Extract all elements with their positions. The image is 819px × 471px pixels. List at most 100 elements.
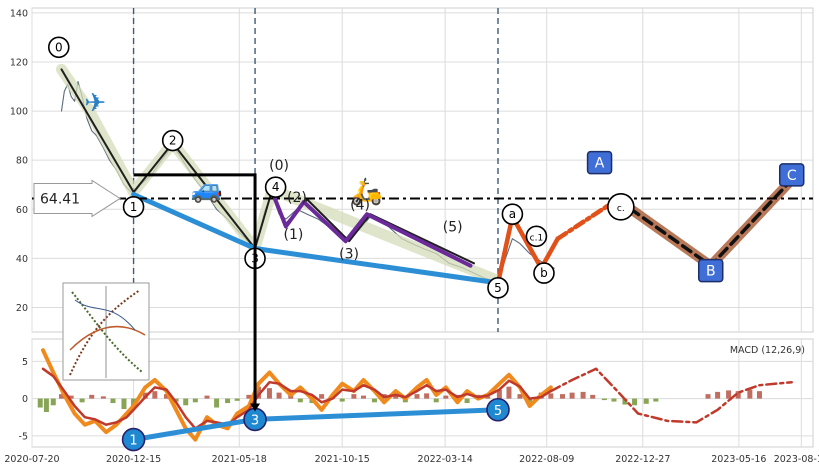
y-tick-label: 140 [10,8,28,19]
reference-value-callout [33,179,121,218]
y-tick-label: 120 [10,58,28,69]
macd-histogram-bar [266,388,272,399]
inset-thumbnail [62,282,150,381]
macd-histogram-bar [192,398,198,403]
macd-histogram-bar [234,398,240,401]
macd-histogram-bar [319,394,325,399]
macd-panel: -5 0 5 1 3 5 MACD (12,26,9) [19,338,814,452]
macd-wave-circle [486,397,510,422]
overlay-layer: 2020-07-20 2020-12-15 2021-05-18 2021-10-15… [4,173,819,465]
abc-box [586,150,613,175]
macd-histogram-bar [100,396,106,399]
wave-label-circle [533,262,555,284]
wave-label-circle [501,203,524,225]
wave-label-circle [607,193,635,221]
x-tick-label: 2020-07-20 [4,454,59,465]
macd-histogram-bar [68,395,74,399]
y-tick-label: 100 [10,107,28,118]
macd-histogram-bar [424,393,430,399]
abc-box [697,258,724,283]
macd-histogram-bar [517,394,523,399]
macd-histogram-bar [43,398,49,412]
inset-curve [69,289,141,376]
macd-histogram-bar [360,395,366,399]
abc-box-label: C [787,168,797,184]
x-tick-label: 2022-08-09 [519,454,574,465]
macd-histogram-bar [715,391,721,399]
wave-label: (1) [284,227,304,243]
macd-histogram-bar [747,389,753,399]
wave-label: 0 [55,40,63,54]
macd-plot-area [31,338,814,448]
y-tick-label: 80 [16,156,28,167]
wave-label: c. [617,204,625,214]
wave-label: (5) [443,219,463,235]
macd-histogram-bar [590,394,596,399]
x-tick-label: 2022-12-27 [615,454,670,465]
car-icon: 🚙 [191,175,223,205]
x-tick-label: 2023-05-16 [711,454,766,465]
macd-histogram-bar [164,394,170,399]
macd-histogram-bar [485,396,491,399]
y-tick-label: 0 [22,394,28,405]
macd-histogram-bar [726,390,732,399]
macd-histogram-bar [527,398,533,403]
macd-histogram-bar [756,391,762,399]
macd-histogram-bar [506,386,512,399]
macd-histogram-bar [653,398,659,402]
wave-label-circle [487,277,509,299]
macd-histogram-bar [414,394,420,399]
connector-arrowhead [250,403,261,412]
scooter-icon: 🛵 [351,177,383,207]
series-forecast-orange [495,214,560,286]
macd-histogram-bar [611,398,617,402]
wave-label: (4) [350,197,370,213]
wave-label: a [509,207,516,221]
y-tick-label: 20 [16,303,28,314]
connector-line [133,173,257,406]
macd-histogram-bar [214,398,220,408]
wave-label: 4 [272,180,280,194]
abc-box-label: A [595,156,605,172]
macd-histogram-bar [50,398,56,406]
y-tick-label: -5 [19,431,28,442]
macd-wave-circle [121,427,146,452]
macd-wave-label: 3 [251,413,259,428]
macd-histogram-bar [580,391,586,399]
macd-histogram-bar [297,398,303,403]
wave-label: (2) [287,190,307,206]
series-signal [41,367,553,430]
y-tick-label: 40 [16,254,28,265]
macd-histogram-bar [632,398,638,406]
macd-histogram-bar [59,394,65,399]
macd-histogram-bar [152,391,158,399]
macd-histogram-bar [339,398,345,402]
macd-histogram-bar [560,394,566,399]
wave-label-circle [264,176,287,198]
wave-label: (3) [339,246,359,262]
macd-histogram-bar [601,398,607,401]
x-tick-label: 2020-12-15 [106,454,161,465]
macd-histogram-bar [37,398,43,408]
macd-histogram-bar [569,392,575,399]
wave-label-circle [122,196,145,218]
abc-box-label: B [706,264,716,280]
macd-wave-label: 1 [129,434,137,449]
y-tick-label: 5 [22,357,28,368]
macd-histogram-bar [622,398,628,405]
macd-wave-label: 5 [494,404,502,419]
macd-histogram-bar [183,398,189,406]
y-tick-label: 60 [16,205,28,216]
inset-curve [74,299,136,331]
wave-label: 5 [494,281,502,295]
wave-label: b [540,266,548,280]
wave-label: (0) [269,158,289,174]
wave-label: c.1 [530,233,544,243]
macd-histogram-bar [433,398,439,403]
macd-histogram-bar [705,394,711,399]
macd-histogram-bar [89,394,95,399]
macd-histogram-bar [276,392,282,399]
macd-histogram-bar [204,395,210,399]
